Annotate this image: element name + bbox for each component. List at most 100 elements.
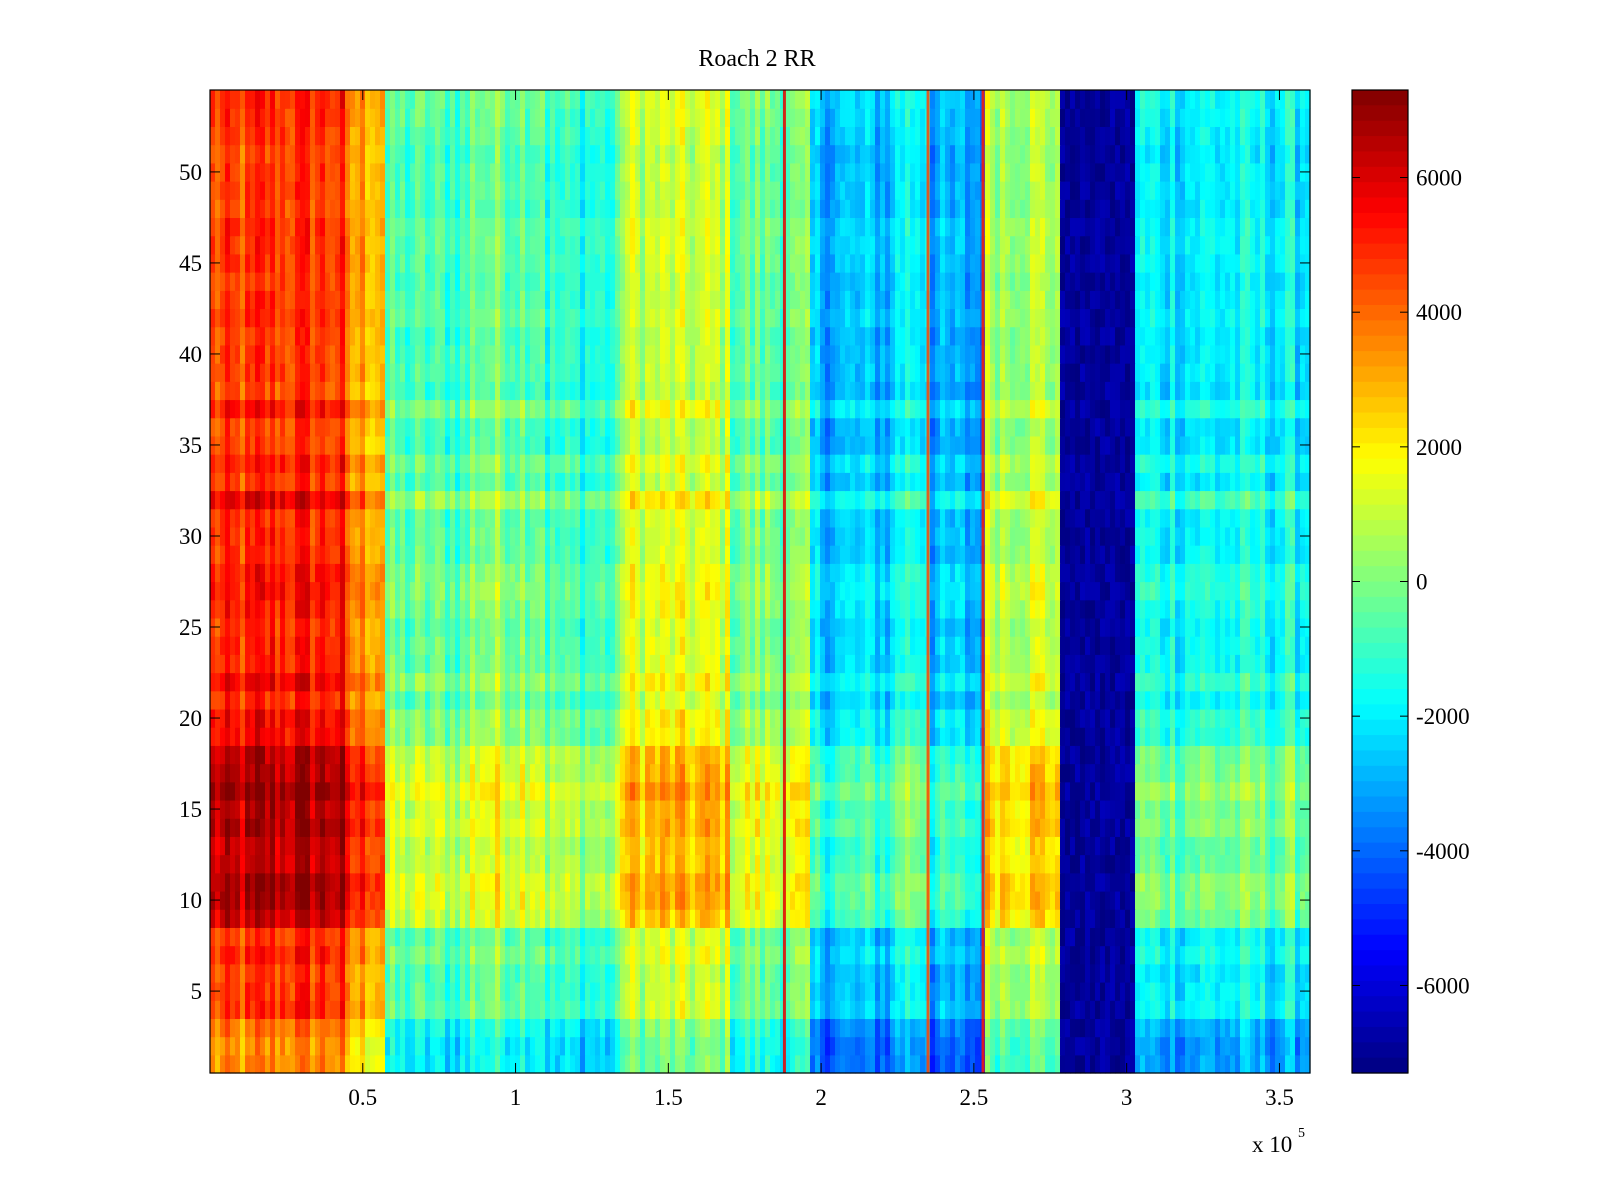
heatmap-cell <box>1170 872 1176 892</box>
heatmap-cell <box>855 945 861 965</box>
heatmap-cell <box>775 1036 781 1056</box>
heatmap-cell <box>820 763 826 783</box>
heatmap-cell <box>375 963 381 983</box>
heatmap-cell <box>630 727 636 746</box>
heatmap-cell <box>1140 890 1146 910</box>
heatmap-cell <box>445 890 451 910</box>
heatmap-cell <box>1240 745 1246 765</box>
heatmap-cell <box>285 672 291 692</box>
heatmap-cell <box>310 945 316 965</box>
heatmap-cell <box>425 781 431 801</box>
heatmap-cell <box>415 872 421 892</box>
heatmap-cell <box>1025 836 1031 856</box>
heatmap-cell <box>315 672 321 692</box>
heatmap-cell <box>1100 872 1106 892</box>
heatmap-cell <box>465 872 471 892</box>
heatmap-cell <box>310 1036 316 1056</box>
heatmap-cell <box>340 909 346 928</box>
heatmap-cell <box>845 654 851 674</box>
heatmap-cell <box>1100 963 1106 983</box>
heatmap-cell <box>1265 672 1271 692</box>
heatmap-cell <box>870 654 876 674</box>
heatmap-cell <box>590 890 596 910</box>
heatmap-cell <box>950 727 956 746</box>
heatmap-cell <box>225 981 231 1001</box>
heatmap-cell <box>1240 818 1246 837</box>
heatmap-cell <box>360 1018 366 1038</box>
heatmap-cell <box>640 981 646 1001</box>
heatmap-cell <box>235 690 241 710</box>
heatmap-cell <box>685 1036 691 1056</box>
heatmap-cell <box>260 1054 266 1074</box>
heatmap-cell <box>245 836 251 856</box>
heatmap-cell <box>940 763 946 783</box>
heatmap-cell <box>755 927 761 947</box>
heatmap-cell <box>890 872 896 892</box>
heatmap-cell <box>975 963 981 983</box>
heatmap-cell <box>275 818 281 837</box>
heatmap-cell <box>1075 727 1081 746</box>
heatmap-cell <box>390 672 396 692</box>
heatmap-cell <box>990 945 996 965</box>
heatmap-cell <box>920 781 926 801</box>
heatmap-cell <box>795 672 801 692</box>
heatmap-cell <box>1210 890 1216 910</box>
heatmap-cell <box>415 727 421 746</box>
heatmap-cell <box>295 727 301 746</box>
heatmap-cell <box>995 690 1001 710</box>
heatmap-cell <box>255 1018 261 1038</box>
heatmap-cell <box>870 708 876 728</box>
heatmap-cell <box>965 890 971 910</box>
heatmap-cell <box>210 872 216 892</box>
heatmap-cell <box>725 909 731 928</box>
heatmap-cell <box>820 836 826 856</box>
heatmap-cell <box>945 854 951 874</box>
heatmap-cell <box>830 799 836 819</box>
heatmap-cell <box>730 781 736 801</box>
heatmap-cell <box>710 927 716 947</box>
heatmap-cell <box>425 1000 431 1019</box>
heatmap-cell <box>275 654 281 674</box>
heatmap-cell <box>860 927 866 947</box>
heatmap-cell <box>315 1054 321 1074</box>
heatmap-cell <box>895 927 901 947</box>
heatmap-cell <box>560 654 566 674</box>
heatmap-cell <box>835 799 841 819</box>
heatmap-cell <box>410 1054 416 1074</box>
heatmap-cell <box>305 872 311 892</box>
heatmap-cell <box>1130 872 1136 892</box>
heatmap-cell <box>865 672 871 692</box>
heatmap-cell <box>640 1054 646 1074</box>
heatmap-cell <box>825 745 831 765</box>
heatmap-cell <box>365 818 371 837</box>
heatmap-cell <box>1195 799 1201 819</box>
heatmap-cell <box>390 1036 396 1056</box>
heatmap-cell <box>1020 672 1026 692</box>
heatmap-cell <box>880 963 886 983</box>
heatmap-cell <box>950 654 956 674</box>
heatmap-cell <box>700 799 706 819</box>
heatmap-cell <box>500 708 506 728</box>
heatmap-cell <box>795 836 801 856</box>
heatmap-cell <box>680 727 686 746</box>
heatmap-cell <box>705 1036 711 1056</box>
heatmap-cell <box>1275 818 1281 837</box>
heatmap-cell <box>1090 763 1096 783</box>
heatmap-cell <box>315 763 321 783</box>
heatmap-cell <box>625 672 631 692</box>
heatmap-cell <box>615 708 621 728</box>
heatmap-cell <box>1160 745 1166 765</box>
heatmap-cell <box>560 763 566 783</box>
heatmap-cell <box>715 672 721 692</box>
heatmap-cell <box>685 1000 691 1019</box>
heatmap-cell <box>1190 872 1196 892</box>
heatmap-cell <box>355 727 361 746</box>
heatmap-cell <box>1100 690 1106 710</box>
heatmap-cell <box>735 909 741 928</box>
heatmap-cell <box>1180 763 1186 783</box>
heatmap-cell <box>1205 890 1211 910</box>
heatmap-cell <box>565 927 571 947</box>
heatmap-cell <box>1005 963 1011 983</box>
heatmap-cell <box>1155 909 1161 928</box>
heatmap-cell <box>585 727 591 746</box>
